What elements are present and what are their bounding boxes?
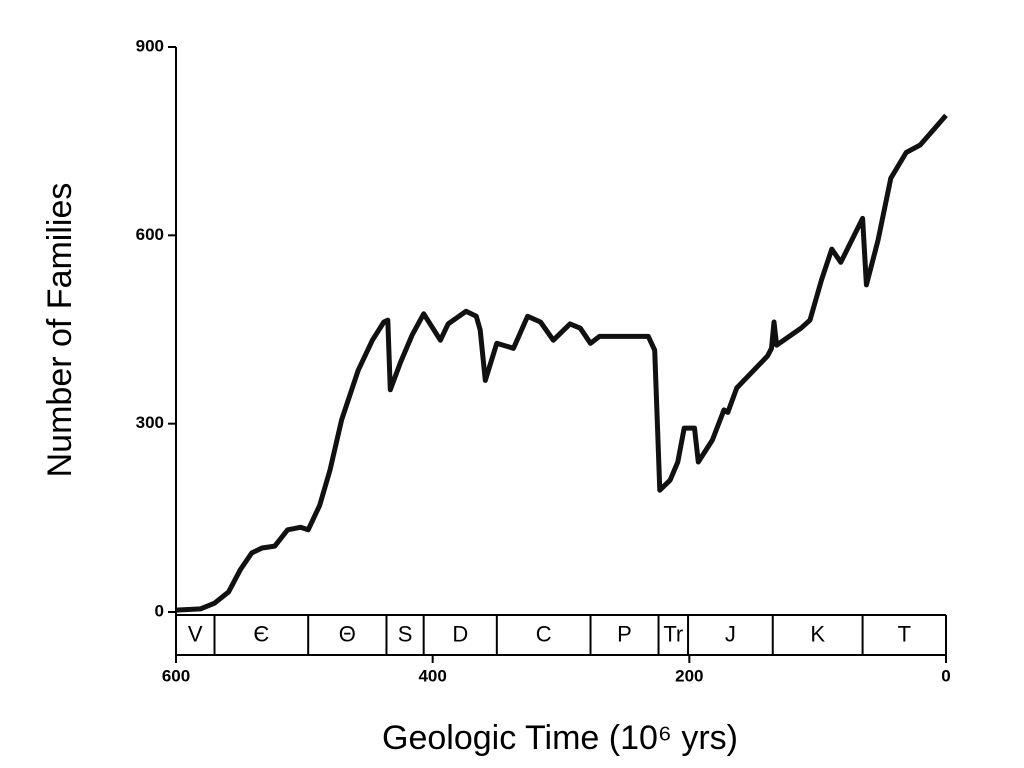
period-label: V	[188, 621, 203, 646]
period-label: Є	[253, 621, 269, 646]
y-axis-title: Number of Families	[41, 183, 79, 478]
x-tick-label: 400	[418, 666, 446, 685]
x-tick-label: 200	[675, 666, 703, 685]
period-label: D	[452, 621, 468, 646]
period-label: Θ	[339, 621, 356, 646]
x-tick-label: 600	[162, 666, 190, 685]
x-tick-label: 0	[941, 666, 950, 685]
period-label: P	[617, 621, 632, 646]
period-label: Tr	[663, 621, 683, 646]
y-tick-label: 0	[155, 601, 164, 620]
y-tick-label: 900	[136, 36, 164, 55]
period-label: C	[536, 621, 552, 646]
period-label: J	[725, 621, 736, 646]
period-label: K	[810, 621, 825, 646]
y-tick-label: 300	[136, 413, 164, 432]
period-label: T	[898, 621, 911, 646]
period-label: S	[398, 621, 413, 646]
x-axis-title: Geologic Time (10⁶ yrs)	[382, 719, 738, 757]
y-tick-label: 600	[136, 225, 164, 244]
data-line	[175, 113, 948, 613]
